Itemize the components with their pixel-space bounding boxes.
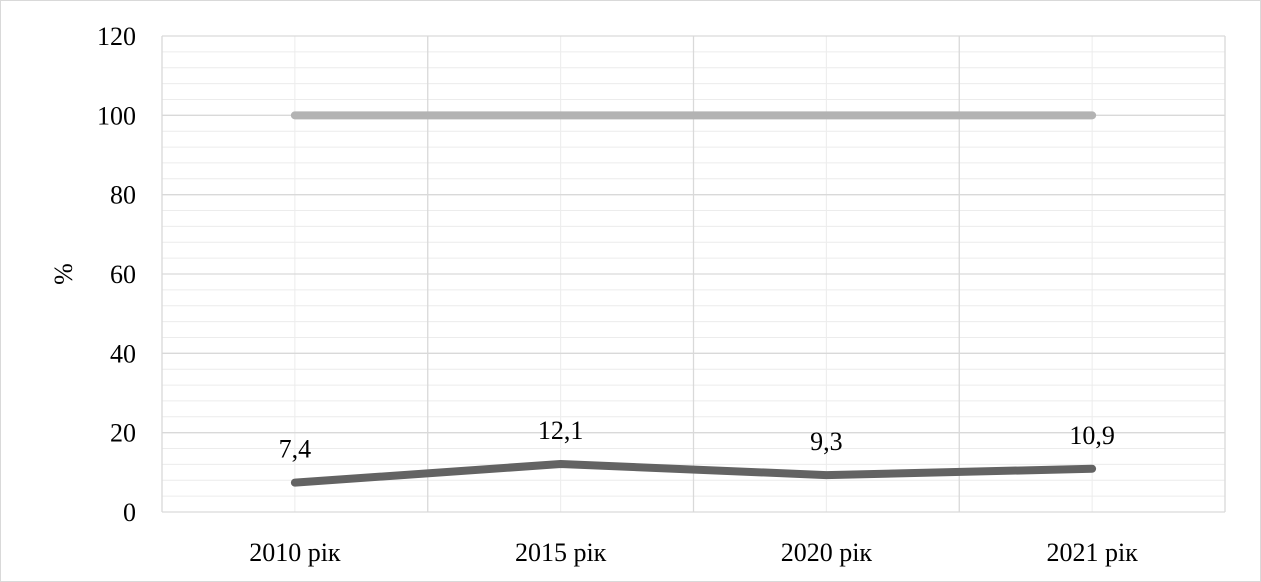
y-tick-label: 20 (110, 419, 136, 448)
data-point (1091, 468, 1093, 470)
y-tick-label: 60 (110, 260, 136, 289)
data-point (825, 114, 827, 116)
y-tick-label: 120 (97, 22, 136, 51)
data-point (560, 114, 562, 116)
y-axis-tick-labels: 0 20 40 60 80 100 120 (97, 22, 136, 527)
data-point (294, 114, 296, 116)
data-labels: 7,4 12,1 9,3 10,9 (279, 416, 1115, 464)
series-line-1 (290, 460, 1097, 487)
y-tick-label: 40 (110, 339, 136, 368)
data-label: 9,3 (810, 427, 843, 456)
data-point (825, 474, 827, 476)
y-tick-label: 80 (110, 181, 136, 210)
series-lines (290, 111, 1097, 487)
data-point (294, 482, 296, 484)
x-tick-label: 2021 рік (1046, 538, 1138, 567)
y-axis-title: % (49, 263, 78, 285)
x-tick-label: 2010 рік (249, 538, 341, 567)
data-label: 12,1 (538, 416, 584, 445)
x-axis-tick-labels: 2010 рік 2015 рік 2020 рік 2021 рік (249, 538, 1138, 567)
major-gridlines (161, 35, 1226, 513)
data-point (1091, 114, 1093, 116)
data-point (560, 463, 562, 465)
y-tick-label: 0 (123, 498, 136, 527)
data-label: 7,4 (279, 435, 312, 464)
y-tick-label: 100 (97, 101, 136, 130)
x-tick-label: 2015 рік (515, 538, 607, 567)
data-label: 10,9 (1069, 421, 1115, 450)
x-tick-label: 2020 рік (781, 538, 873, 567)
